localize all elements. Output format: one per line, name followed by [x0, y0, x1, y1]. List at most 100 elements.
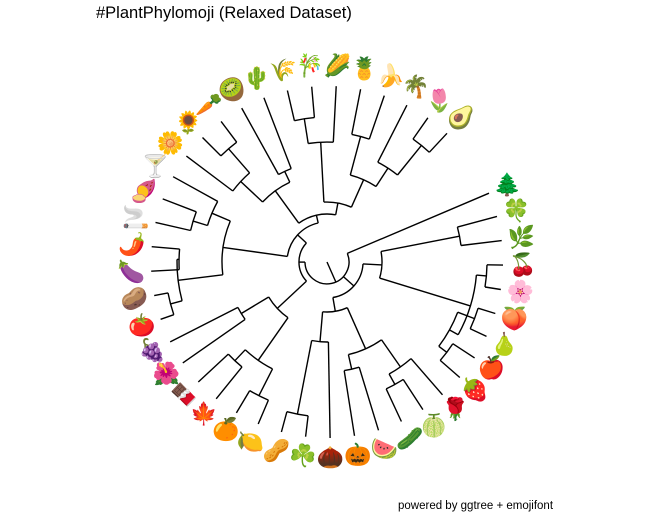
tree-branch-83 — [192, 220, 208, 227]
tree-branch-117 — [368, 95, 385, 140]
tree-branch-0 — [326, 261, 337, 283]
tree-branch-63 — [240, 296, 270, 315]
tree-branch-8 — [456, 226, 462, 246]
tree-branch-66 — [169, 306, 239, 343]
tree-branch-35 — [385, 378, 404, 390]
tree-branch-89 — [298, 213, 336, 224]
tree-branch-88 — [315, 215, 319, 224]
tree-branch-82 — [206, 201, 219, 226]
tip-chocolate-bar-icon: 🍫 — [170, 382, 197, 408]
tip-cherries-icon: 🍒 — [509, 252, 536, 278]
tree-branch-110 — [311, 86, 316, 118]
tree-branch-51 — [276, 280, 307, 309]
tree-branch-22 — [469, 328, 487, 338]
tip-chestnut-icon: 🌰 — [317, 445, 344, 471]
tree-branch-2 — [347, 192, 490, 255]
tip-melon-icon: 🍈 — [420, 412, 447, 439]
tree-branch-104 — [323, 201, 352, 208]
tree-branch-78 — [178, 249, 181, 270]
tree-branch-54 — [244, 349, 273, 370]
tree-branch-28 — [322, 307, 348, 313]
tree-branch-45 — [296, 340, 313, 415]
tree-branch-33 — [410, 358, 444, 396]
tip-strawberry-icon: 🍓 — [461, 377, 488, 403]
tip-watermelon-icon: 🍉 — [371, 437, 398, 462]
tree-branch-91 — [262, 181, 291, 203]
tree-branch-41 — [343, 370, 356, 436]
tree-branch-111 — [332, 86, 337, 143]
tip-rice-sheaf-icon: 🌾 — [269, 58, 296, 84]
tip-sweet-potato-icon: 🍠 — [130, 178, 157, 204]
tree-branch-114 — [349, 136, 362, 176]
tip-peach-icon: 🍑 — [501, 306, 528, 332]
tree-branch-67 — [297, 234, 307, 244]
tree-branch-119 — [377, 161, 398, 176]
tree-branch-69 — [222, 246, 288, 258]
tree-branch-121 — [396, 144, 422, 176]
tree-branch-81 — [211, 212, 231, 222]
tree-branch-97 — [202, 137, 222, 157]
tree-branch-96 — [220, 141, 238, 157]
tree-branch-85 — [155, 221, 191, 232]
tree-tips: 🌲🍀🌿🍒🌸🍑🍐🍎🍓🌹🍈🥒🍉🎃🌰☘️🥜🍋🍊🍁🍫🌺🍇🍅🥔🍆🌶️🚬🍠🍸🌼🌻🥕🥝🌵🌾 🎋 🌽… — [118, 52, 537, 471]
tip-tangerine-icon: 🍊 — [212, 417, 241, 443]
tree-branch-40 — [358, 366, 380, 431]
tree-branch-76 — [154, 292, 169, 297]
tree-branch-95 — [228, 148, 251, 174]
tree-branch-13 — [476, 274, 487, 277]
chart-title: #PlantPhylomoji (Relaxed Dataset) — [96, 4, 352, 22]
tip-corn-icon: 🌽 — [324, 52, 351, 79]
tip-banana-icon: 🍌 — [377, 63, 404, 89]
tree-branch-4 — [332, 263, 364, 299]
tree-branch-29 — [346, 307, 367, 350]
tree-branch-116 — [351, 89, 362, 135]
tip-tulip-icon: 🌷 — [426, 88, 453, 114]
tree-branch-62 — [197, 353, 229, 383]
tip-potato-icon: 🥔 — [121, 286, 148, 312]
tree-branch-61 — [215, 366, 243, 400]
tip-pineapple-icon: 🍍 — [351, 56, 378, 82]
tree-branch-73 — [170, 300, 183, 305]
tree-branch-100 — [278, 167, 292, 176]
caption: powered by ggtree + emojifont — [398, 500, 554, 512]
tree-branch-68 — [286, 222, 319, 257]
tip-avocado-icon: 🥑 — [447, 103, 474, 131]
tree-branch-53 — [257, 317, 289, 361]
tree-branch-5 — [362, 263, 382, 266]
tip-sunflower-icon: 🌻 — [175, 110, 202, 136]
tip-blossom-icon: 🌼 — [157, 131, 184, 157]
tree-branch-37 — [385, 388, 403, 422]
tree-branch-7 — [380, 235, 460, 253]
tree-branch-101 — [241, 107, 280, 175]
tip-cigarette-icon: 🚬 — [122, 204, 149, 230]
tree-branch-9 — [457, 215, 498, 228]
tree-branch-23 — [438, 345, 448, 353]
tree-branch-99 — [284, 171, 291, 183]
tree-branch-80 — [151, 246, 180, 250]
tip-tanabata-tree-icon: 🎋 — [296, 53, 323, 79]
tree-branch-102 — [263, 97, 292, 169]
tip-lemon-icon: 🍋 — [237, 430, 264, 455]
tree-branch-21 — [477, 307, 496, 315]
tree-branch-31 — [380, 339, 401, 368]
tree-branch-10 — [460, 239, 502, 247]
tip-cherry-blossom-icon: 🌸 — [507, 279, 534, 305]
tree-branch-86 — [162, 198, 197, 213]
tip-carrot-icon: 🥕 — [195, 92, 222, 118]
tree-branch-65 — [182, 318, 246, 364]
tree-branch-24 — [439, 343, 454, 361]
tree-branch-57 — [257, 399, 270, 425]
tip-cucumber-icon: 🥒 — [396, 426, 423, 452]
tree-branch-38 — [347, 354, 353, 370]
tree-branch-30 — [348, 339, 382, 356]
tree-branch-50 — [298, 242, 308, 282]
tree-branch-124 — [428, 132, 448, 153]
tree-branch-87 — [172, 176, 219, 203]
tree-branch-6 — [378, 251, 383, 279]
tree-branch-18 — [438, 311, 459, 347]
tip-hibiscus-icon: 🌺 — [153, 361, 180, 387]
tree-branch-55 — [258, 368, 274, 397]
tree-branch-16 — [484, 286, 501, 291]
tree-branch-112 — [350, 179, 365, 208]
